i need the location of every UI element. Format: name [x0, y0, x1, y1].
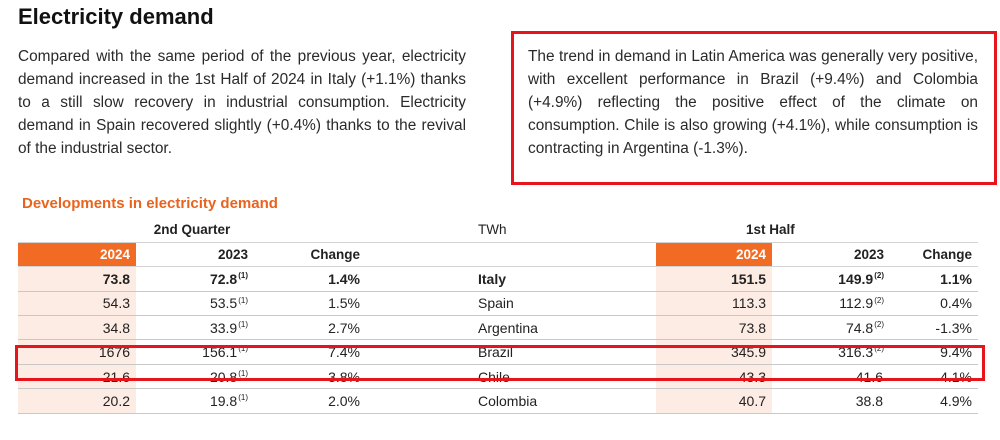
section-heading: Electricity demand: [18, 4, 214, 29]
col-header-q2-change: Change: [254, 242, 366, 268]
col-header-h1-2023: 2023: [772, 242, 890, 268]
cell-h1-change: -1.3%: [890, 315, 978, 341]
cell-h1-2024: 43.3: [656, 364, 772, 390]
cell-q2-2024: 73.8: [18, 266, 136, 292]
cell-q2-2023: 53.5(1): [136, 291, 254, 317]
table-row: 73.8 72.8(1) 1.4% Italy 151.5 149.9(2) 1…: [18, 266, 978, 292]
unit-label: TWh: [366, 218, 656, 243]
table-row: 20.2 19.8(1) 2.0% Colombia 40.7 38.8 4.9…: [18, 388, 978, 414]
table-group-header-row: 2nd Quarter TWh 1st Half: [18, 218, 978, 243]
cell-country: Spain: [366, 291, 656, 317]
cell-h1-change: 9.4%: [890, 339, 978, 365]
table-title: Developments in electricity demand: [22, 195, 278, 212]
cell-h1-2024: 345.9: [656, 339, 772, 365]
cell-q2-2023: 33.9(1): [136, 315, 254, 341]
table-row: 1676 156.1(1) 7.4% Brazil 345.9 316.3(2)…: [18, 339, 978, 365]
col-header-q2-2024: 2024: [18, 242, 136, 268]
paragraph-left: Compared with the same period of the pre…: [18, 48, 466, 157]
cell-q2-2024: 54.3: [18, 291, 136, 317]
cell-q2-2024: 20.2: [18, 388, 136, 414]
cell-h1-2023: 316.3(2): [772, 339, 890, 365]
cell-h1-2023: 41.6: [772, 364, 890, 390]
cell-h1-2023: 112.9(2): [772, 291, 890, 317]
cell-country: Chile: [366, 364, 656, 390]
cell-q2-2024: 34.8: [18, 315, 136, 341]
cell-q2-2023: 72.8(1): [136, 266, 254, 292]
col-header-h1-change: Change: [890, 242, 978, 268]
cell-h1-2024: 151.5: [656, 266, 772, 292]
brazil-row-highlight-box: [15, 345, 985, 381]
group-label-2nd-quarter: 2nd Quarter: [18, 218, 366, 243]
cell-q2-2023: 156.1(1): [136, 339, 254, 365]
electricity-demand-table: 2nd Quarter TWh 1st Half 2024 2023 Chang…: [18, 218, 978, 414]
paragraph-highlight-box: [511, 31, 997, 185]
cell-h1-2024: 40.7: [656, 388, 772, 414]
cell-h1-2024: 73.8: [656, 315, 772, 341]
table-column-header-row: 2024 2023 Change 2024 2023 Change: [18, 242, 978, 268]
col-header-country: [366, 242, 656, 268]
cell-h1-change: 4.9%: [890, 388, 978, 414]
table-row: 54.3 53.5(1) 1.5% Spain 113.3 112.9(2) 0…: [18, 291, 978, 317]
cell-q2-change: 1.5%: [254, 291, 366, 317]
cell-country: Brazil: [366, 339, 656, 365]
cell-q2-2023: 19.8(1): [136, 388, 254, 414]
cell-q2-change: 2.7%: [254, 315, 366, 341]
cell-q2-2024: 1676: [18, 339, 136, 365]
cell-q2-2024: 21.6: [18, 364, 136, 390]
cell-q2-change: 2.0%: [254, 388, 366, 414]
cell-country: Argentina: [366, 315, 656, 341]
cell-q2-2023: 20.8(1): [136, 364, 254, 390]
cell-h1-change: 0.4%: [890, 291, 978, 317]
cell-q2-change: 7.4%: [254, 339, 366, 365]
cell-h1-change: 1.1%: [890, 266, 978, 292]
table-row: 21.6 20.8(1) 3.8% Chile 43.3 41.6 4.1%: [18, 364, 978, 390]
col-header-q2-2023: 2023: [136, 242, 254, 268]
cell-h1-2023: 74.8(2): [772, 315, 890, 341]
cell-country: Italy: [366, 266, 656, 292]
group-label-1st-half: 1st Half: [656, 218, 978, 243]
cell-q2-change: 1.4%: [254, 266, 366, 292]
cell-h1-2024: 113.3: [656, 291, 772, 317]
paragraph-right: The trend in demand in Latin America was…: [528, 48, 978, 157]
col-header-h1-2024: 2024: [656, 242, 772, 268]
cell-h1-2023: 38.8: [772, 388, 890, 414]
cell-country: Colombia: [366, 388, 656, 414]
cell-h1-2023: 149.9(2): [772, 266, 890, 292]
table-row: 34.8 33.9(1) 2.7% Argentina 73.8 74.8(2)…: [18, 315, 978, 341]
